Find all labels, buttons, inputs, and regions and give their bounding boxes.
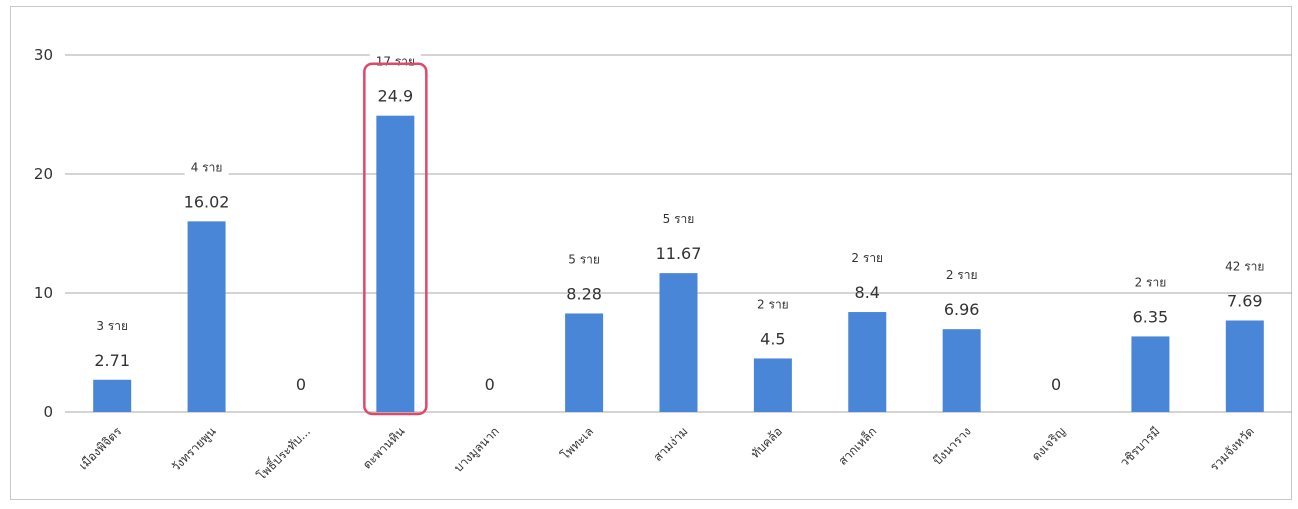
bar [753, 358, 792, 412]
count-label: 17 ราย [376, 55, 415, 69]
value-label: 6.96 [944, 300, 980, 319]
count-label: 42 ราย [1225, 259, 1264, 273]
count-label: 3 ราย [96, 319, 128, 333]
highlight-layer [363, 62, 428, 416]
value-label: 6.35 [1133, 307, 1169, 326]
category-label: บางมูลนาก [451, 424, 502, 475]
count-label: 2 ราย [851, 251, 883, 265]
value-label: 8.4 [855, 283, 880, 302]
y-tick-label: 20 [34, 165, 53, 183]
count-label-bg [1128, 272, 1173, 292]
value-label: 11.67 [656, 244, 702, 263]
y-tick-label: 30 [34, 46, 53, 64]
count-label: 5 ราย [568, 252, 600, 266]
category-label: ตะพานหิน [360, 424, 408, 472]
bar [659, 273, 698, 412]
bar [1225, 320, 1264, 412]
bar [187, 221, 226, 412]
value-label: 7.69 [1227, 291, 1263, 310]
bar [848, 312, 887, 412]
category-label: โพธิ์ประทับ... [253, 423, 313, 483]
count-label-bg [939, 265, 984, 285]
value-label: 0 [296, 375, 306, 394]
highlight-box [363, 62, 428, 416]
bar [1131, 336, 1170, 412]
value-label: 0 [485, 375, 495, 394]
count-label-bg [845, 248, 890, 268]
y-tick-label: 0 [43, 403, 53, 421]
category-label: สามง่าม [651, 424, 691, 464]
count-label: 5 ราย [663, 212, 695, 226]
value-label: 24.9 [378, 87, 414, 106]
count-label-bg [184, 157, 229, 177]
category-label: วชิรบารมี [1117, 424, 1162, 469]
bars [93, 115, 1264, 412]
count-label-bg [750, 294, 795, 314]
bar [942, 329, 981, 412]
count-label-bg [369, 51, 421, 71]
count-label-bg [90, 315, 135, 335]
category-label: เมืองพิจิตร [76, 424, 125, 473]
count-labels: 3 ราย 4 ราย 17 ราย 5 ราย 5 ราย 2 ราย 2 ราย 2 รา… [90, 51, 1271, 335]
bar [93, 379, 132, 412]
value-labels: 2.71 16.02 0 24.9 0 8.28 11.67 4.5 8.4 6.96 0 6.35 7… [94, 87, 1262, 394]
count-label: 2 ราย [757, 297, 789, 311]
count-label: 2 ราย [1135, 275, 1167, 289]
count-label-bg [1219, 256, 1271, 276]
value-label: 0 [1051, 375, 1061, 394]
count-label-bg [562, 249, 607, 269]
value-label: 8.28 [566, 284, 602, 303]
value-label: 4.5 [760, 329, 785, 348]
value-label: 2.71 [94, 351, 130, 370]
category-label: ดงเจริญ [1029, 424, 1068, 463]
y-axis-ticks: 0 10 20 30 [34, 46, 53, 421]
count-label: 2 ราย [946, 268, 978, 282]
category-label: สากเหล็ก [835, 424, 880, 469]
bar [565, 313, 604, 412]
chart-frame [10, 6, 1292, 500]
value-label: 16.02 [184, 192, 230, 211]
bar [376, 115, 415, 412]
category-label: บึงนาราง [930, 424, 973, 467]
count-label: 4 ราย [191, 160, 223, 174]
y-tick-label: 10 [34, 284, 53, 302]
count-label-bg [656, 209, 701, 229]
category-label: รวมจังหวัด [1207, 424, 1257, 474]
category-label: โพทะเล [558, 424, 596, 462]
x-axis-labels: เมืองพิจิตร วังทรายพูน โพธิ์ประทับ... ตะพาน… [76, 423, 1257, 483]
category-label: ทับคล้อ [748, 424, 785, 461]
category-label: วังทรายพูน [169, 424, 220, 475]
